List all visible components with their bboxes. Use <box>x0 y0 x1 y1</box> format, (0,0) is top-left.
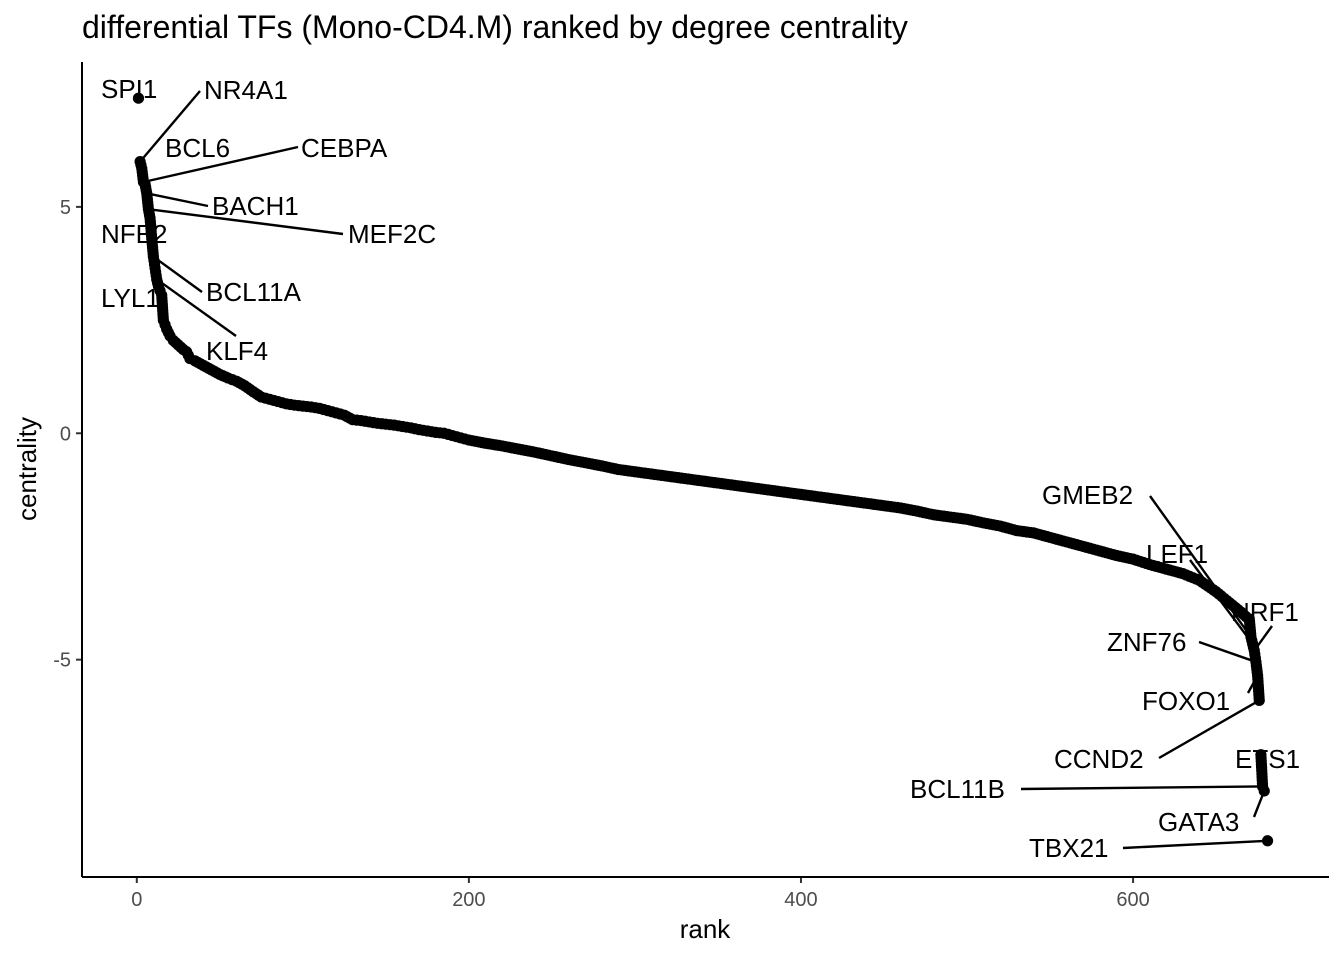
point-label: LYL1 <box>101 283 160 313</box>
point-label: MEF2C <box>348 219 436 249</box>
label-leader-lines <box>139 90 1273 850</box>
point-label: ETS1 <box>1235 744 1300 774</box>
x-tick-label: 400 <box>784 889 817 911</box>
point-label: CEBPA <box>301 133 388 163</box>
y-tick-label: 0 <box>60 423 71 445</box>
data-point <box>132 92 145 104</box>
x-tick-label: 0 <box>131 889 142 911</box>
x-tick-label: 200 <box>452 889 485 911</box>
point-label: BCL6 <box>165 133 230 163</box>
data-point <box>1253 694 1265 707</box>
point-label: BACH1 <box>212 191 299 221</box>
point-label: ZNF76 <box>1107 627 1186 657</box>
point-label: NR4A1 <box>204 75 288 105</box>
label-leader-line <box>1020 785 1263 791</box>
chart-title: differential TFs (Mono-CD4.M) ranked by … <box>82 9 908 45</box>
label-leader-line <box>146 192 209 208</box>
y-axis-title: centrality <box>12 417 42 521</box>
point-label: TBX21 <box>1029 833 1109 863</box>
y-tick-label: -5 <box>53 650 71 672</box>
label-leader-line <box>1122 839 1268 850</box>
point-label: FOXO1 <box>1142 686 1230 716</box>
point-label: BCL11A <box>206 277 302 307</box>
label-leader-line <box>1158 699 1260 760</box>
point-label: BCL11B <box>910 774 1005 804</box>
label-leader-line <box>143 145 299 184</box>
point-label: KLF4 <box>206 336 268 366</box>
point-label: SPI1 <box>101 74 157 104</box>
axis-ticks: 0 200 400 600 -5 0 5 <box>53 197 1150 911</box>
data-points <box>132 92 1274 847</box>
point-label: LEF1 <box>1146 539 1208 569</box>
point-label: NRF1 <box>1231 597 1299 627</box>
point-label: GATA3 <box>1158 807 1239 837</box>
point-label: CCND2 <box>1054 744 1144 774</box>
point-label: NFE2 <box>101 219 167 249</box>
label-leader-line <box>156 278 237 337</box>
label-leader-line <box>1198 640 1257 664</box>
data-point <box>1258 785 1270 797</box>
label-leader-line <box>148 207 344 236</box>
y-tick-label: 5 <box>60 197 71 219</box>
label-leader-line <box>139 90 201 163</box>
label-leader-line <box>152 255 203 293</box>
x-tick-label: 600 <box>1116 889 1149 911</box>
x-axis-title: rank <box>680 914 732 944</box>
data-point <box>1261 835 1274 847</box>
point-label: GMEB2 <box>1042 480 1133 510</box>
